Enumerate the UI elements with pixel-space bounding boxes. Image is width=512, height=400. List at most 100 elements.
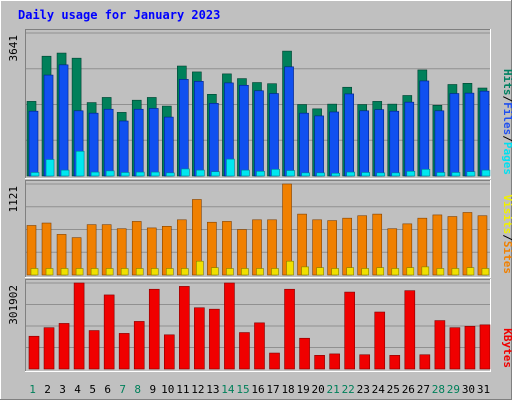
x-tick-label: 6 xyxy=(104,383,111,396)
bar-sites-day-30 xyxy=(466,267,475,276)
panel-kbytes: 301902 KBytes xyxy=(7,279,512,372)
x-tick-label: 28 xyxy=(432,383,445,396)
bar-pages-day-3 xyxy=(60,169,70,177)
bar-pages-day-2 xyxy=(45,159,55,177)
bar-pages-day-14 xyxy=(226,158,235,177)
bar-kbytes-day-13 xyxy=(209,308,220,370)
bar-visits-day-8 xyxy=(131,221,142,276)
bar-pages-day-9 xyxy=(150,171,160,177)
bar-visits-day-10 xyxy=(161,225,172,276)
x-tick-label: 23 xyxy=(357,383,370,396)
bar-sites-day-12 xyxy=(196,260,204,276)
legend: KBytes xyxy=(501,328,512,368)
x-tick-label: 8 xyxy=(134,383,141,396)
x-axis-day-labels: 1 2 3 4 5 6 7 8 9 10 11 12 13 14 15 16 17 18 19 20 21 22 23 24 2… xyxy=(29,383,490,396)
bar-kbytes-day-7 xyxy=(118,333,130,370)
bar-sites-day-9 xyxy=(150,268,159,276)
bar-files-day-10 xyxy=(163,116,174,177)
legend-separator: / xyxy=(501,135,512,142)
x-tick-label: 4 xyxy=(74,383,81,396)
bar-sites-day-3 xyxy=(60,268,69,276)
bar-sites-day-6 xyxy=(105,268,114,276)
x-tick-label: 25 xyxy=(387,383,400,396)
bar-kbytes-day-31 xyxy=(479,324,491,370)
legend: Hits/Files/Pages xyxy=(501,69,512,175)
bar-files-day-18 xyxy=(284,66,294,177)
bar-visits-day-9 xyxy=(146,227,157,276)
bar-sites-day-19 xyxy=(301,266,309,276)
bar-kbytes-day-24 xyxy=(374,311,386,370)
bar-kbytes-day-26 xyxy=(404,290,416,370)
chart-title: Daily usage for January 2023 xyxy=(18,8,220,22)
bar-sites-day-21 xyxy=(331,268,339,276)
x-tick-label: 30 xyxy=(462,383,475,396)
y-max-label: 3641 xyxy=(7,35,20,62)
bar-files-day-19 xyxy=(299,112,309,177)
panel-sites-visits: 1121 Visits/Sites xyxy=(7,180,512,278)
x-tick-label: 16 xyxy=(251,383,264,396)
x-tick-label: 22 xyxy=(342,383,355,396)
bar-files-day-31 xyxy=(479,90,490,177)
bar-pages-day-1 xyxy=(30,172,40,177)
bar-visits-day-17 xyxy=(267,219,277,276)
bar-files-day-15 xyxy=(239,84,249,177)
bar-sites-day-24 xyxy=(376,267,385,276)
bar-files-day-5 xyxy=(88,112,99,177)
bar-sites-day-14 xyxy=(226,268,234,276)
bar-visits-day-15 xyxy=(237,229,247,276)
bar-visits-day-28 xyxy=(432,214,443,276)
legend: Visits/Sites xyxy=(501,195,512,275)
bar-kbytes-day-27 xyxy=(419,354,431,370)
bar-visits-day-19 xyxy=(297,213,307,276)
x-tick-label: 14 xyxy=(221,383,235,396)
bar-files-day-23 xyxy=(359,110,370,177)
bar-kbytes-day-15 xyxy=(239,332,250,370)
bar-pages-day-7 xyxy=(120,172,130,177)
bar-kbytes-day-17 xyxy=(269,352,280,370)
bar-visits-day-2 xyxy=(41,222,52,276)
bar-sites-day-23 xyxy=(361,268,370,276)
bar-sites-day-1 xyxy=(30,268,39,276)
bar-pages-day-5 xyxy=(90,171,100,177)
bar-pages-day-27 xyxy=(421,169,431,177)
bar-pages-day-12 xyxy=(196,169,205,177)
bar-pages-day-24 xyxy=(376,172,386,177)
bar-files-day-6 xyxy=(103,108,114,177)
bar-kbytes-day-4 xyxy=(73,282,85,370)
bar-visits-day-27 xyxy=(417,217,428,276)
legend-item-files: Files xyxy=(501,102,512,135)
bar-pages-day-20 xyxy=(316,172,325,177)
bar-sites-day-2 xyxy=(45,268,54,276)
x-tick-label: 19 xyxy=(296,383,309,396)
bar-files-day-9 xyxy=(148,108,159,177)
bar-pages-day-8 xyxy=(135,171,145,177)
bar-kbytes-day-19 xyxy=(299,337,310,370)
bar-files-day-13 xyxy=(209,103,219,177)
bar-pages-day-17 xyxy=(271,169,280,177)
bar-kbytes-day-14 xyxy=(224,282,235,370)
legend-item-kbytes: KBytes xyxy=(501,328,512,368)
y-max-label: 301902 xyxy=(7,285,20,325)
bar-files-day-17 xyxy=(269,93,279,177)
bar-sites-day-10 xyxy=(165,268,174,276)
bar-kbytes-day-8 xyxy=(133,321,145,370)
bar-visits-day-24 xyxy=(372,213,383,276)
bar-kbytes-day-18 xyxy=(284,288,295,370)
bar-visits-day-20 xyxy=(312,219,322,276)
bar-visits-day-23 xyxy=(357,215,368,276)
bar-kbytes-day-21 xyxy=(329,353,340,370)
x-tick-label: 18 xyxy=(281,383,294,396)
bar-pages-day-25 xyxy=(391,172,401,177)
bar-files-day-20 xyxy=(314,115,324,177)
y-max-label: 1121 xyxy=(7,186,20,213)
x-tick-label: 24 xyxy=(372,383,386,396)
x-tick-label: 29 xyxy=(447,383,460,396)
bar-visits-day-26 xyxy=(402,223,413,276)
bar-pages-day-29 xyxy=(451,172,461,177)
bar-kbytes-day-16 xyxy=(254,322,265,370)
bar-pages-day-16 xyxy=(256,170,265,177)
bar-kbytes-day-22 xyxy=(344,291,355,370)
x-tick-label: 20 xyxy=(312,383,325,396)
bar-sites-day-5 xyxy=(90,268,99,276)
